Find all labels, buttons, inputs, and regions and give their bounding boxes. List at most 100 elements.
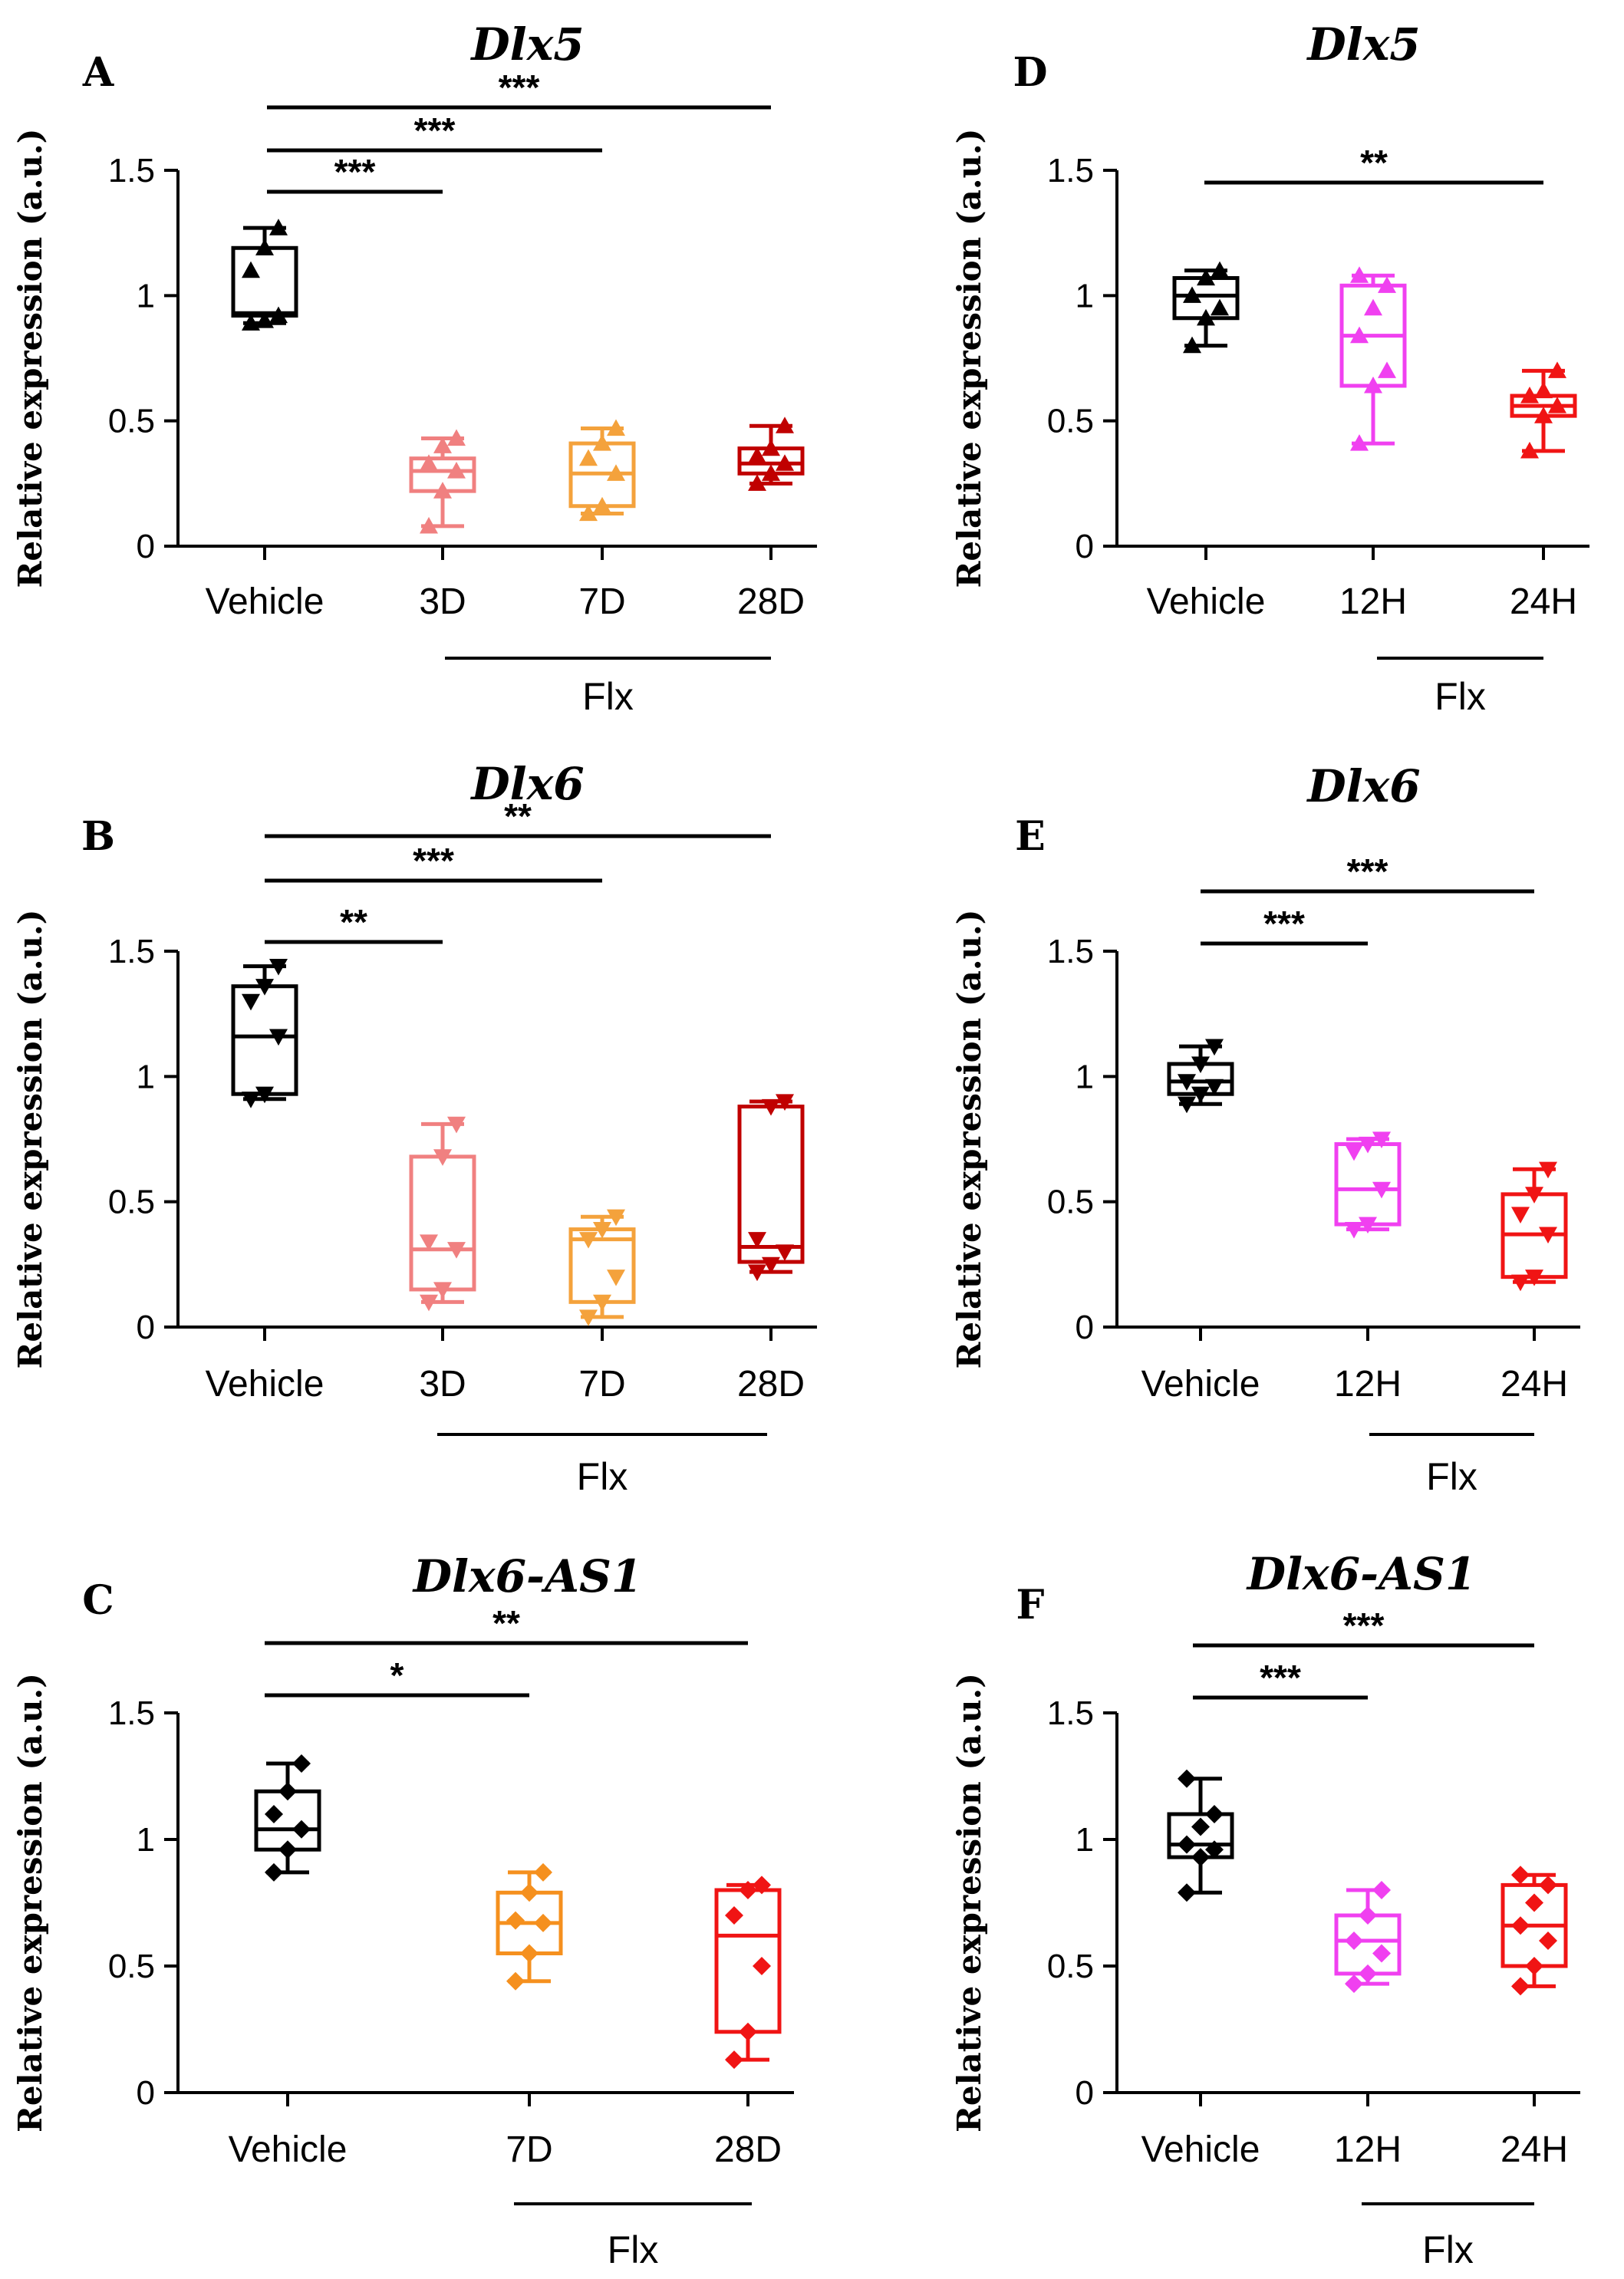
data-point — [1178, 1096, 1196, 1114]
data-point — [753, 1876, 771, 1895]
data-point — [1205, 1805, 1224, 1823]
box-iqr — [737, 1105, 805, 1264]
y-tick-label: 1 — [137, 1821, 155, 1859]
data-point — [1197, 308, 1215, 326]
data-point — [1191, 1086, 1210, 1104]
panel-letter: F — [1016, 1582, 1045, 1629]
data-point — [1178, 1883, 1196, 1902]
significance-label: *** — [413, 841, 454, 881]
significance-label: *** — [1260, 1658, 1301, 1698]
category-label: Vehicle — [1141, 1364, 1260, 1405]
data-point — [776, 417, 794, 433]
y-tick-label: 1.5 — [108, 1694, 155, 1732]
box-1 — [409, 1116, 476, 1312]
y-tick-label: 1.5 — [108, 152, 155, 189]
y-tick-label: 1 — [1076, 1058, 1094, 1095]
y-tick-label: 1.5 — [1047, 1694, 1094, 1732]
category-label: Vehicle — [1147, 581, 1266, 622]
category-label: 28D — [737, 581, 805, 622]
data-point — [776, 1244, 794, 1261]
group-label: Flx — [1426, 1455, 1477, 1498]
chart-title: Dlx5 — [469, 18, 584, 71]
data-point — [1364, 376, 1382, 394]
box-1 — [496, 1862, 563, 1991]
data-point — [1372, 1944, 1391, 1963]
data-point — [433, 1149, 452, 1166]
data-point — [739, 1881, 757, 1899]
data-point — [447, 429, 466, 446]
data-point — [579, 1309, 598, 1326]
data-point — [1511, 1207, 1530, 1223]
y-axis-label: Relative expression (a.u.) — [950, 128, 988, 588]
data-point — [1539, 1161, 1557, 1179]
data-point — [1525, 1957, 1543, 1975]
data-point — [269, 219, 288, 235]
chart-title: Dlx6-AS1 — [412, 1550, 643, 1602]
data-point — [776, 1094, 794, 1111]
data-point — [255, 979, 274, 996]
y-tick-label: 0 — [1076, 1309, 1094, 1346]
data-point — [1205, 1079, 1224, 1096]
data-point — [1372, 1881, 1391, 1899]
panel-letter: C — [82, 1577, 114, 1624]
data-point — [447, 1242, 466, 1259]
data-point — [1345, 1222, 1363, 1239]
significance-label: *** — [1263, 904, 1305, 944]
data-point — [579, 449, 598, 466]
significance-label: *** — [1347, 851, 1388, 891]
data-point — [1359, 1906, 1377, 1925]
panel-c: C Dlx6-AS1 0 0.5 1 1.5 Relative expression (a.… — [12, 1550, 794, 2271]
y-tick-label: 0 — [1076, 2074, 1094, 2112]
data-point — [1539, 1876, 1557, 1895]
data-point — [1197, 268, 1215, 286]
significance-label: * — [390, 1655, 404, 1695]
y-tick-label: 0 — [137, 2074, 155, 2112]
data-point — [1205, 1840, 1224, 1859]
data-point — [762, 464, 780, 481]
data-point — [725, 1906, 743, 1925]
data-point — [269, 1029, 288, 1046]
data-point — [1548, 361, 1566, 378]
data-point — [1539, 1932, 1557, 1950]
category-label: 7D — [578, 581, 625, 622]
y-axis-label: Relative expression (a.u.) — [950, 909, 988, 1368]
panel-letter: D — [1013, 49, 1047, 96]
group-label: Flx — [577, 1455, 628, 1498]
significance-label: *** — [1343, 1606, 1385, 1645]
y-tick-label: 1.5 — [1047, 152, 1094, 189]
y-axis-label: Relative expression (a.u.) — [12, 909, 49, 1368]
y-axis-label: Relative expression (a.u.) — [950, 1673, 988, 2132]
y-tick-label: 1.5 — [1047, 933, 1094, 970]
box-1 — [1339, 266, 1407, 451]
panel-b: B Dlx6 0 0.5 1 1.5 Relative expression (a.u.) V… — [12, 758, 817, 1498]
data-point — [447, 462, 466, 479]
data-point — [1359, 1217, 1377, 1234]
y-tick-label: 0 — [137, 528, 155, 565]
data-point — [292, 1820, 311, 1839]
y-tick-label: 1 — [1076, 277, 1094, 315]
chart-title: Dlx6 — [1306, 760, 1420, 812]
data-point — [748, 1232, 766, 1249]
category-label: 3D — [419, 581, 466, 622]
data-point — [269, 306, 288, 324]
chart-title: Dlx5 — [1306, 18, 1420, 71]
data-point — [1178, 1835, 1196, 1854]
category-label: Vehicle — [1141, 2129, 1260, 2170]
category-label: 12H — [1334, 1364, 1402, 1405]
data-point — [593, 496, 611, 514]
data-point — [593, 1222, 611, 1239]
box-2 — [1500, 1161, 1568, 1292]
category-label: Vehicle — [206, 581, 324, 622]
chart-title: Dlx6 — [469, 758, 584, 810]
data-point — [269, 959, 288, 976]
data-point — [1539, 1227, 1557, 1244]
significance-label: ** — [1360, 143, 1388, 183]
data-point — [1205, 1039, 1224, 1056]
category-label: 12H — [1334, 2129, 1402, 2170]
box-2 — [1510, 361, 1577, 459]
data-point — [1345, 1932, 1363, 1950]
data-point — [607, 1209, 625, 1227]
panel-a: A Dlx5 0 0.5 1 1.5 Relative expression (a.u.) V… — [12, 18, 817, 718]
category-label: 7D — [578, 1364, 625, 1405]
significance-label: ** — [504, 796, 532, 836]
